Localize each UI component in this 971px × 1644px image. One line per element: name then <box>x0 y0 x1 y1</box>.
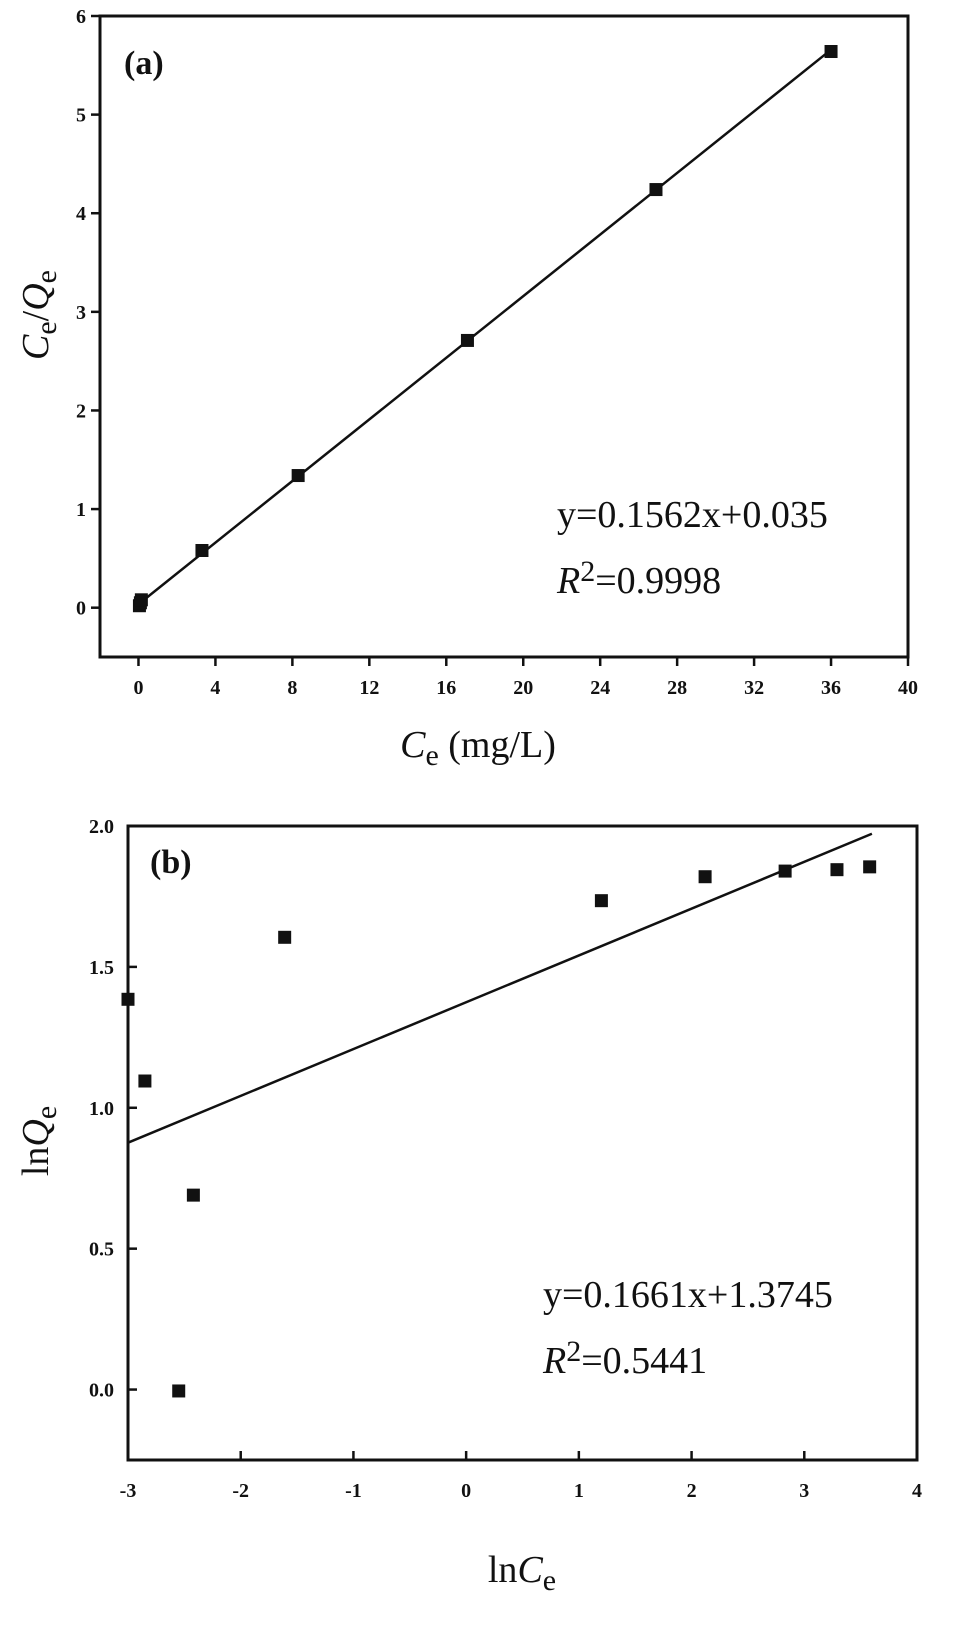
r-squared: R2=0.9998 <box>556 555 721 602</box>
x-tick-label: 32 <box>744 677 764 699</box>
x-tick-label: 20 <box>513 677 533 699</box>
data-point <box>134 593 148 607</box>
fit-equation: y=0.1562x+0.035 <box>557 494 828 536</box>
x-tick-label: 12 <box>359 677 379 699</box>
y-tick-label: 6 <box>76 6 86 28</box>
fit-equation: y=0.1661x+1.3745 <box>543 1274 833 1316</box>
x-tick-label: 28 <box>667 677 687 699</box>
x-tick-label: 3 <box>799 1480 809 1502</box>
data-point <box>195 543 209 557</box>
x-tick-label: 4 <box>210 677 220 699</box>
y-tick-label: 0 <box>76 598 86 620</box>
panel-label: (b) <box>150 844 192 881</box>
data-point <box>830 863 844 877</box>
data-point <box>863 860 877 874</box>
y-axis-title-group: lnQe <box>15 1106 63 1176</box>
x-tick-label: 16 <box>436 677 456 699</box>
r-squared: R2=0.5441 <box>542 1335 707 1382</box>
x-tick-label: 36 <box>821 677 841 699</box>
y-axis-title-group: Ce/Qe <box>15 270 63 360</box>
x-tick-label: 0 <box>133 677 143 699</box>
x-tick-label: 24 <box>590 677 610 699</box>
x-axis-title: Ce (mg/L) <box>400 724 556 772</box>
plot-frame <box>126 824 919 1462</box>
data-point <box>138 1074 152 1088</box>
chart-panel-a: 0 4 8 12 16 20 24 28 32 36 400123456(a)y=0.1562x+0… <box>15 6 918 772</box>
y-tick-label: 5 <box>76 105 86 127</box>
y-tick-label: 1.0 <box>89 1098 114 1120</box>
data-point <box>291 469 305 483</box>
x-tick-label: -1 <box>345 1480 362 1502</box>
x-tick-label: 8 <box>287 677 297 699</box>
data-point <box>172 1384 186 1398</box>
x-tick-label: 0 <box>461 1480 471 1502</box>
x-tick-label: 2 <box>687 1480 697 1502</box>
data-point <box>594 894 608 908</box>
data-point <box>278 930 292 944</box>
plot-frame <box>98 14 910 659</box>
data-point <box>121 992 135 1006</box>
y-tick-label: 2 <box>76 400 86 422</box>
x-tick-label: 40 <box>898 677 918 699</box>
y-tick-label: 3 <box>76 302 86 324</box>
y-tick-label: 1.5 <box>89 957 114 979</box>
x-axis-title: lnCe <box>488 1549 556 1597</box>
y-axis-title: Ce/Qe <box>15 270 63 360</box>
data-point <box>698 870 712 884</box>
fit-line <box>137 48 832 606</box>
x-tick-label: -2 <box>232 1480 249 1502</box>
data-point <box>649 183 663 197</box>
fit-line <box>127 832 873 1144</box>
x-tick-label: 1 <box>574 1480 584 1502</box>
y-tick-label: 4 <box>76 203 86 225</box>
x-tick-label: 4 <box>912 1480 922 1502</box>
y-tick-label: 1 <box>76 499 86 521</box>
panel-label: (a) <box>124 45 164 82</box>
data-point <box>824 45 838 59</box>
x-tick-label: -3 <box>120 1480 137 1502</box>
data-point <box>778 864 792 878</box>
data-point <box>186 1188 200 1202</box>
chart-panel-b: -3 -2 -1 0 1 2 3 4 0.0 0.5 1.0 1.5 2.0 (b) y=0.1661x+1… <box>15 816 922 1597</box>
y-tick-label: 0.0 <box>89 1380 114 1402</box>
y-tick-label: 2.0 <box>89 816 114 838</box>
y-axis-title: lnQe <box>15 1106 63 1176</box>
y-tick-label: 0.5 <box>89 1239 114 1261</box>
data-point <box>460 333 474 347</box>
